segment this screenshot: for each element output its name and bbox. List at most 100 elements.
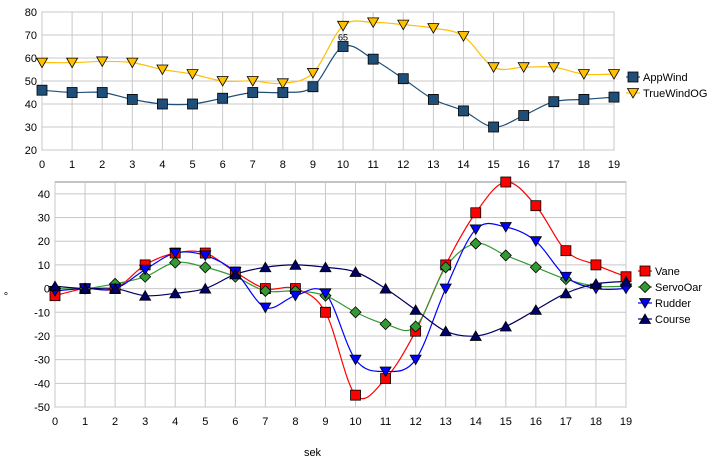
data-point-appwind [397, 73, 409, 85]
data-point-servooar [499, 249, 512, 262]
data-point-truewindog [457, 31, 470, 42]
data-point-rudder [529, 236, 543, 248]
y-tick-label: 40 [25, 99, 37, 111]
data-point-rudder [259, 302, 272, 314]
y-tick-label: -30 [34, 355, 50, 367]
data-point-course [229, 268, 242, 280]
y-tick-label: -40 [34, 378, 50, 390]
y-tick-label: 10 [38, 260, 50, 272]
data-point-course [589, 278, 603, 289]
x-tick-label: 18 [590, 416, 602, 428]
x-tick-label: 14 [457, 159, 469, 171]
data-point-course [169, 287, 182, 299]
data-point-course [108, 282, 122, 294]
x-tick-label: 2 [112, 416, 118, 428]
x-tick-label: 4 [159, 159, 165, 171]
y-tick-label: 40 [38, 189, 50, 201]
data-point-course [499, 320, 512, 332]
data-point-truewindog [65, 57, 79, 69]
x-tick-label: 19 [608, 159, 620, 171]
x-tick-label: 9 [322, 416, 328, 428]
x-tick-label: 16 [518, 159, 530, 171]
legend-label: Course [655, 314, 690, 326]
data-point-truewindog [216, 76, 229, 87]
y-tick-label: 60 [25, 53, 37, 65]
data-point-rudder [289, 290, 302, 302]
data-point-appwind [187, 98, 198, 110]
data-point-vane [590, 259, 602, 271]
data-point-truewindog [487, 62, 500, 73]
data-point-servooar [409, 320, 422, 333]
data-point-vane [530, 200, 542, 212]
data-point-course [409, 304, 422, 315]
data-point-truewindog [397, 19, 410, 31]
data-point-servooar [199, 261, 212, 274]
y-tick-label: 30 [38, 213, 50, 225]
data-point-course [48, 280, 62, 292]
x-tick-label: 15 [500, 416, 512, 428]
x-tick-label: 10 [337, 159, 349, 171]
x-tick-label: 14 [470, 416, 482, 428]
data-point-truewindog [276, 78, 290, 90]
x-tick-label: 1 [82, 416, 88, 428]
x-tick-label: 6 [232, 416, 238, 428]
y-tick-label: 50 [25, 76, 37, 88]
data-point-course [349, 266, 362, 277]
data-point-appwind [518, 110, 530, 121]
data-point-truewindog [306, 68, 320, 79]
data-point-rudder [469, 224, 482, 236]
data-point-appwind [96, 87, 108, 98]
legend-marker [626, 88, 640, 99]
x-tick-label: 8 [280, 159, 286, 171]
y-tick-label: 20 [38, 236, 50, 248]
legend-marker [638, 280, 652, 294]
data-point-course [619, 275, 633, 287]
data-point-vane [560, 245, 572, 257]
data-point-rudder [199, 250, 212, 262]
x-tick-label: 13 [427, 159, 439, 171]
data-point-course [379, 282, 392, 294]
data-point-rudder [138, 264, 152, 276]
data-point-appwind [578, 94, 590, 105]
x-tick-label: 10 [349, 416, 361, 428]
legend-label: TrueWindOG [643, 88, 707, 100]
data-point-appwind [367, 53, 379, 65]
data-point-course [78, 282, 92, 294]
x-tick-label: 19 [620, 416, 632, 428]
data-point-appwind [157, 98, 168, 110]
data-point-servooar [529, 261, 542, 274]
x-tick-label: 12 [397, 159, 409, 171]
data-point-appwind [36, 84, 48, 96]
data-point-truewindog [35, 57, 49, 69]
x-tick-label: 5 [189, 159, 195, 171]
legend-label: Rudder [655, 298, 691, 310]
data-point-servooar [169, 256, 182, 269]
data-point-appwind [458, 105, 469, 117]
y-tick-label: -20 [34, 331, 50, 343]
x-tick-label: 0 [52, 416, 58, 428]
data-point-rudder [379, 366, 392, 378]
x-tick-label: 17 [560, 416, 572, 428]
x-tick-label: 0 [39, 159, 45, 171]
legend-label: AppWind [643, 72, 688, 84]
legend-label: ServoOar [655, 282, 702, 294]
x-tick-label: 8 [292, 416, 298, 428]
data-point-truewindog [607, 69, 621, 80]
data-point-appwind [307, 81, 319, 93]
data-point-servooar [469, 237, 482, 250]
data-point-course [289, 259, 302, 270]
data-point-rudder [559, 271, 573, 283]
y-tick-label: 20 [25, 145, 37, 157]
x-tick-label: 4 [172, 416, 178, 428]
data-point-servooar [439, 261, 452, 274]
data-point-course [469, 330, 482, 341]
data-point-truewindog [156, 64, 169, 76]
x-tick-label: 13 [440, 416, 452, 428]
data-point-course [559, 287, 573, 299]
data-point-course [199, 282, 212, 294]
x-tick-label: 11 [367, 159, 378, 171]
data-point-course [259, 261, 272, 273]
data-point-truewindog [246, 76, 259, 87]
